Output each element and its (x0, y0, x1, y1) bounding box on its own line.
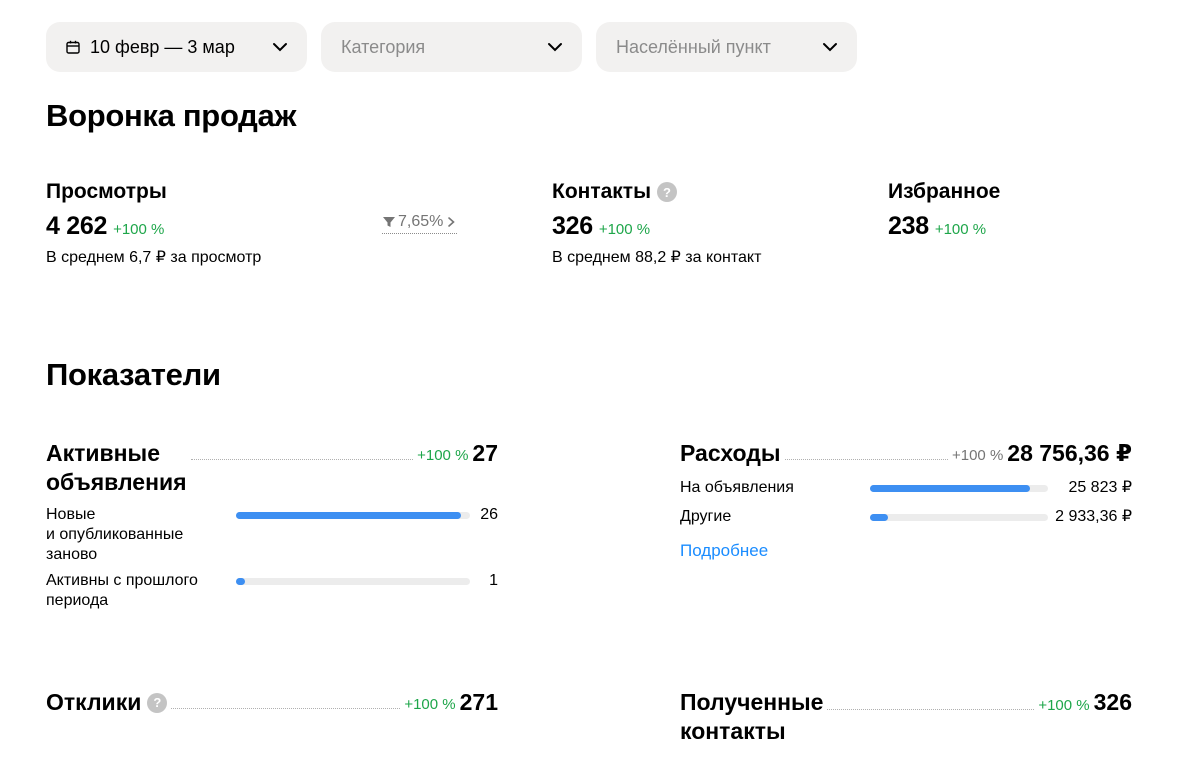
list-item: Активны с прошлого периода 1 (46, 571, 498, 611)
favorites-delta: +100 % (934, 221, 987, 238)
question-icon[interactable]: ? (147, 692, 168, 713)
period-value: 10 февр — 3 мар (90, 36, 235, 57)
conversion-value: 7,65% (398, 213, 444, 230)
views-value: 4 262 (46, 212, 108, 240)
contacts-value: 326 (552, 212, 593, 240)
row-value: 2 933,36 ₽ (1055, 508, 1132, 525)
responses-value: 271 (459, 689, 498, 715)
progress-bar (236, 512, 470, 519)
question-icon[interactable]: ? (657, 182, 678, 202)
chevron-down-icon (273, 43, 287, 52)
received-contacts-block: Полученные контакты +100 % 326 (680, 688, 1132, 746)
row-label: Новые и опубликованные заново (46, 506, 184, 563)
progress-bar (236, 578, 470, 585)
row-label: Другие (680, 508, 732, 525)
expenses-value: 28 756,36 ₽ (1007, 440, 1132, 466)
list-item: Другие 2 933,36 ₽ (680, 507, 1132, 527)
received-contacts-value: 326 (1093, 689, 1132, 715)
funnel-title: Воронка продаж (46, 98, 297, 133)
favorites-label: Избранное (888, 180, 1001, 203)
progress-fill (870, 514, 889, 521)
filter-funnel-icon (383, 217, 395, 227)
active-ads-block: Активные объявления +100 % 27 Новые и оп… (46, 439, 498, 611)
responses-delta: +100 % (404, 696, 456, 713)
expenses-block: Расходы +100 % 28 756,36 ₽ На объявления… (680, 439, 1132, 561)
indicators-title: Показатели (46, 357, 221, 392)
contacts-sub: В среднем 88,2 ₽ за контакт (552, 249, 762, 266)
contacts-metric: Контакты ? 326 +100 % В среднем 88,2 ₽ з… (552, 180, 761, 267)
views-delta: +100 % (113, 221, 165, 238)
row-value: 25 823 ₽ (1068, 479, 1132, 496)
calendar-icon (66, 40, 80, 54)
dotted-leader (827, 709, 1035, 710)
dotted-leader (784, 459, 948, 460)
contacts-label: Контакты (552, 180, 652, 203)
row-label: На объявления (680, 479, 794, 496)
filter-bar: 10 февр — 3 мар Категория Населённый пун… (46, 22, 857, 72)
expenses-delta: +100 % (951, 447, 1004, 464)
dotted-leader (190, 459, 414, 460)
favorites-metric: Избранное 238 +100 % (888, 180, 1000, 241)
progress-bar (870, 514, 1048, 521)
chevron-right-icon (448, 217, 456, 227)
conversion-link[interactable]: 7,65% (382, 213, 458, 234)
responses-title: Отклики ? (46, 688, 168, 717)
category-placeholder: Категория (341, 36, 426, 57)
chevron-down-icon (548, 43, 562, 52)
period-select[interactable]: 10 февр — 3 мар (46, 22, 307, 72)
received-contacts-delta: +100 % (1038, 697, 1090, 714)
views-label: Просмотры (46, 180, 167, 203)
favorites-value: 238 (888, 212, 929, 240)
received-contacts-title: Полученные контакты (680, 689, 824, 744)
list-item: На объявления 25 823 ₽ (680, 478, 1132, 498)
responses-block: Отклики ? +100 % 271 (46, 688, 498, 717)
location-select[interactable]: Населённый пункт (596, 22, 857, 72)
expenses-title: Расходы (680, 440, 781, 466)
active-ads-delta: +100 % (417, 447, 469, 464)
row-label: Активны с прошлого периода (46, 572, 198, 609)
progress-bar (870, 485, 1048, 492)
progress-fill (236, 512, 462, 519)
active-ads-value: 27 (472, 440, 498, 466)
dotted-leader (171, 708, 401, 709)
category-select[interactable]: Категория (321, 22, 582, 72)
location-placeholder: Населённый пункт (616, 36, 771, 57)
chevron-down-icon (823, 43, 837, 52)
views-metric: Просмотры 4 262 +100 % В среднем 6,7 ₽ з… (46, 180, 261, 267)
active-ads-title: Активные объявления (46, 440, 187, 495)
progress-fill (236, 578, 246, 585)
list-item: Новые и опубликованные заново 26 (46, 505, 498, 565)
row-value: 1 (489, 572, 498, 589)
views-sub: В среднем 6,7 ₽ за просмотр (46, 249, 262, 266)
progress-fill (870, 485, 1030, 492)
contacts-delta: +100 % (598, 221, 651, 238)
row-value: 26 (480, 506, 498, 523)
details-link[interactable]: Подробнее (680, 541, 769, 560)
